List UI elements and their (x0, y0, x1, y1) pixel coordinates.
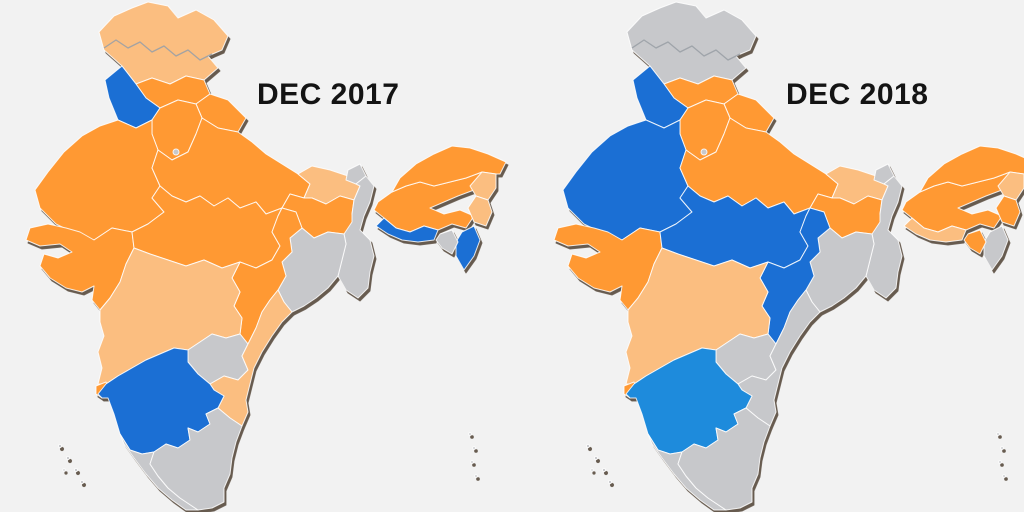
territory-lakshadweep (73, 467, 79, 473)
map-title-dec-2017: DEC 2017 (257, 78, 400, 111)
territory-delhi (700, 148, 708, 156)
territory-andaman-nicobar (470, 460, 474, 464)
state-mizoram (455, 225, 481, 271)
territory-andaman-nicobar (472, 446, 476, 450)
territory-delhi (172, 148, 180, 156)
territory-lakshadweep (585, 443, 591, 449)
state-mizoram (983, 225, 1009, 271)
state-arunachal-pradesh (391, 145, 507, 193)
line-of-control-border (103, 39, 213, 61)
state-tamil-nadu (677, 407, 771, 511)
india-choropleth-map-dec-2018 (530, 0, 1024, 512)
territory-lakshadweep (590, 468, 594, 472)
territory-lakshadweep (62, 468, 66, 472)
state-arunachal-pradesh (919, 145, 1024, 193)
state-manipur (467, 195, 493, 227)
territory-lakshadweep (79, 479, 85, 485)
territory-andaman-nicobar (998, 460, 1002, 464)
map-title-dec-2018: DEC 2018 (786, 78, 929, 111)
state-rajasthan (34, 119, 165, 241)
line-of-control-border (631, 39, 741, 61)
territory-andaman-nicobar (468, 432, 472, 436)
territory-lakshadweep (601, 467, 607, 473)
state-meghalaya (375, 217, 439, 243)
state-tamil-nadu (149, 407, 243, 511)
state-west-bengal (865, 175, 903, 299)
state-west-bengal (337, 175, 375, 299)
state-tripura (435, 229, 459, 255)
territory-andaman-nicobar (474, 474, 478, 478)
map-canvas-dec-2018 (553, 1, 1024, 511)
state-rajasthan (562, 119, 693, 241)
india-choropleth-map-dec-2017 (2, 0, 514, 512)
territory-lakshadweep (607, 479, 613, 485)
territory-andaman-nicobar (1000, 446, 1004, 450)
state-tripura (963, 229, 987, 255)
state-manipur (995, 195, 1021, 227)
state-meghalaya (903, 217, 967, 243)
map-canvas-dec-2017 (25, 1, 507, 511)
territory-lakshadweep (57, 443, 63, 449)
territory-lakshadweep (65, 455, 71, 461)
territory-andaman-nicobar (996, 432, 1000, 436)
territory-andaman-nicobar (1002, 474, 1006, 478)
territory-lakshadweep (593, 455, 599, 461)
